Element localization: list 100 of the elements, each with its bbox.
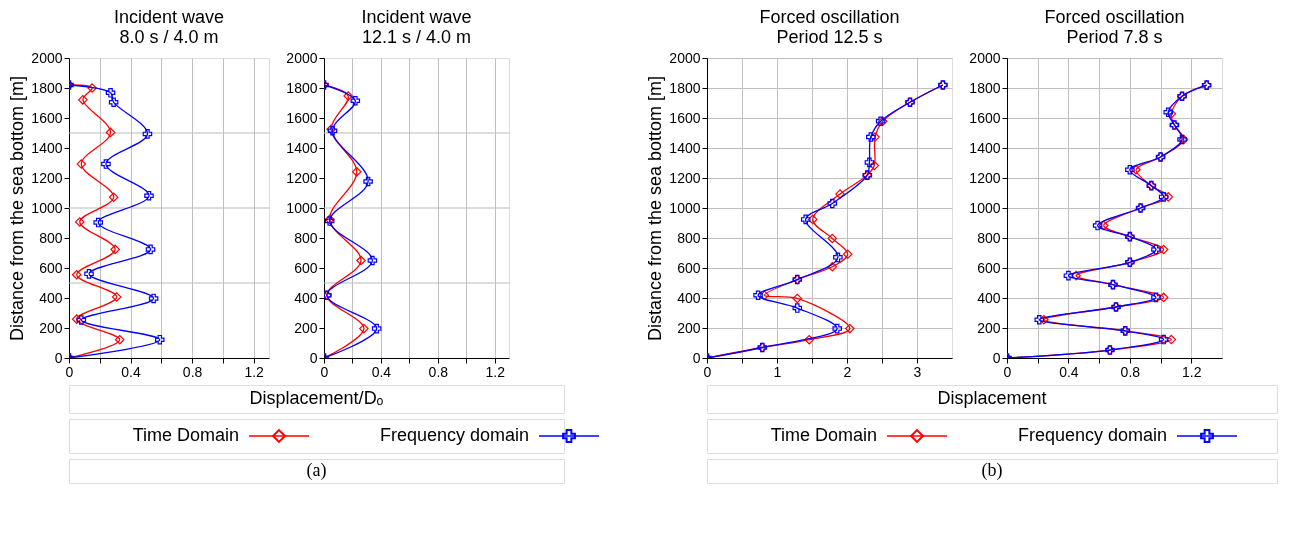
y-tick-label: 800 [294, 229, 318, 246]
point [1125, 164, 1135, 175]
point [78, 95, 88, 105]
x-tick-label: 0.8 [182, 363, 203, 380]
point [363, 176, 373, 187]
x-tick-label: 0 [65, 363, 74, 380]
y-tick-label: 1200 [669, 169, 701, 186]
x-tick-label: 3 [913, 363, 922, 380]
point [845, 323, 855, 334]
point [359, 323, 369, 334]
y-tick-label: 1600 [669, 109, 701, 126]
point [351, 167, 362, 177]
point [154, 334, 165, 345]
point [1158, 334, 1169, 345]
y-tick-label: 200 [677, 319, 701, 336]
y-tick-label: 400 [39, 289, 63, 306]
y-tick-label: 1800 [31, 79, 63, 96]
point [343, 91, 353, 101]
y-tick-label: 800 [39, 229, 63, 246]
point [105, 127, 116, 138]
point [1092, 220, 1103, 231]
point [76, 315, 87, 325]
chart-title: Incident wave 8.0 s / 4.0 m [113, 7, 225, 47]
text: (a) [306, 460, 327, 481]
y-tick-label: 1400 [969, 139, 1001, 156]
y-tick-label: 800 [677, 229, 701, 246]
y-tick-label: 2000 [286, 49, 318, 66]
y-tick-label: 800 [977, 229, 1001, 246]
point [800, 214, 811, 225]
y-tick-label: 0 [54, 349, 63, 366]
y-tick-label: 1000 [286, 199, 318, 216]
y-tick-label: 600 [677, 259, 701, 276]
x-tick-label: 1.2 [244, 363, 265, 380]
y-tick-label: 1400 [31, 139, 63, 156]
point [71, 314, 82, 324]
x-axis-title: Displacement [937, 388, 1047, 408]
point [835, 189, 845, 199]
point [101, 159, 111, 169]
y-tick-label: 200 [39, 319, 63, 336]
point [827, 233, 838, 244]
point [110, 244, 120, 255]
chart-title: Forced oscillation Period 12.5 s [759, 7, 900, 47]
point [792, 303, 803, 313]
point [1163, 192, 1174, 202]
y-tick-label: 0 [309, 349, 318, 366]
x-tick-label: 1.2 [1182, 363, 1202, 380]
point [71, 269, 82, 280]
point [148, 293, 159, 304]
point [1158, 292, 1169, 303]
point [108, 192, 119, 202]
point [1098, 220, 1109, 231]
point [792, 293, 803, 304]
point [833, 252, 843, 263]
y-tick-label: 400 [294, 289, 318, 306]
y-tick-label: 400 [977, 289, 1001, 306]
y-tick-label: 1000 [31, 199, 63, 216]
point [76, 159, 87, 169]
point [93, 217, 104, 228]
y-tick-label: 1400 [286, 139, 318, 156]
x-tick-label: 0 [320, 363, 329, 380]
point [111, 292, 122, 302]
point [870, 132, 880, 142]
x-tick-label: 0.4 [371, 363, 392, 380]
x-tick-label: 0.4 [1059, 363, 1079, 380]
y-tick-label: 1600 [286, 109, 318, 126]
y-tick-label: 1800 [286, 79, 318, 96]
point [87, 83, 97, 93]
y-tick-label: 1800 [669, 79, 701, 96]
y-tick-label: 0 [692, 349, 701, 366]
chart-title: Incident wave 12.1 s / 4.0 m [361, 7, 472, 47]
y-tick-label: 2000 [669, 49, 701, 66]
point [142, 129, 153, 139]
y-tick-label: 1200 [969, 169, 1001, 186]
point [753, 290, 763, 301]
text: (b) [981, 460, 1003, 481]
y-tick-label: 1600 [31, 109, 63, 126]
point [114, 334, 125, 345]
x-tick-label: 0.8 [428, 363, 449, 380]
y-tick-label: 0 [992, 349, 1001, 366]
y-tick-label: 1200 [286, 169, 318, 186]
x-tick-label: 0.4 [121, 363, 141, 380]
point [1131, 164, 1141, 175]
x-tick-label: 1.2 [485, 363, 506, 380]
chart-title: Forced oscillation Period 7.8 s [1044, 7, 1185, 47]
legend-label: Time Domain [132, 425, 239, 445]
y-tick-label: 1000 [669, 199, 701, 216]
y-tick-label: 200 [294, 319, 318, 336]
point [1158, 192, 1169, 202]
point [1151, 244, 1161, 255]
point [1039, 314, 1049, 325]
x-tick-label: 0 [703, 363, 712, 380]
y-axis-title: Distance from the sea bottom [m] [645, 75, 666, 342]
y-tick-label: 600 [977, 259, 1001, 276]
legend-label: Time Domain [770, 425, 877, 445]
point [827, 262, 838, 272]
point [1166, 334, 1177, 345]
y-tick-label: 1600 [969, 109, 1001, 126]
point [869, 160, 880, 171]
point [367, 255, 378, 266]
point [356, 255, 366, 266]
